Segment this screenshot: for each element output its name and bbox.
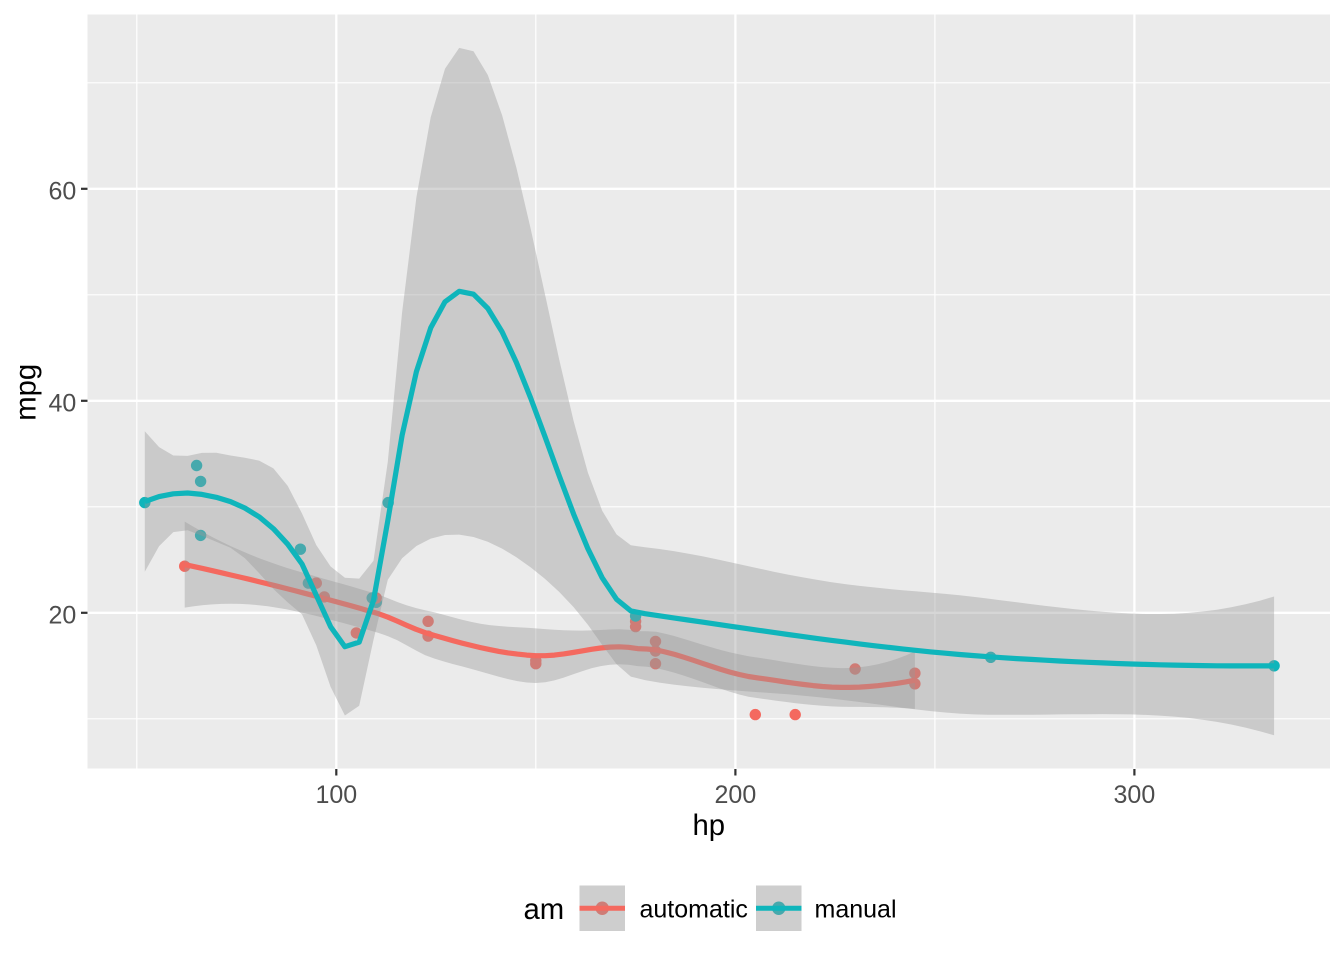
svg-text:60: 60 xyxy=(48,178,76,206)
svg-text:automatic: automatic xyxy=(640,896,748,924)
svg-text:300: 300 xyxy=(1114,781,1156,809)
svg-text:40: 40 xyxy=(48,390,76,418)
svg-text:100: 100 xyxy=(315,781,357,809)
svg-text:mpg: mpg xyxy=(9,364,42,421)
svg-text:200: 200 xyxy=(715,781,757,809)
svg-text:am: am xyxy=(524,893,565,926)
svg-text:20: 20 xyxy=(48,602,76,630)
svg-text:hp: hp xyxy=(693,809,726,842)
svg-text:manual: manual xyxy=(815,896,897,924)
